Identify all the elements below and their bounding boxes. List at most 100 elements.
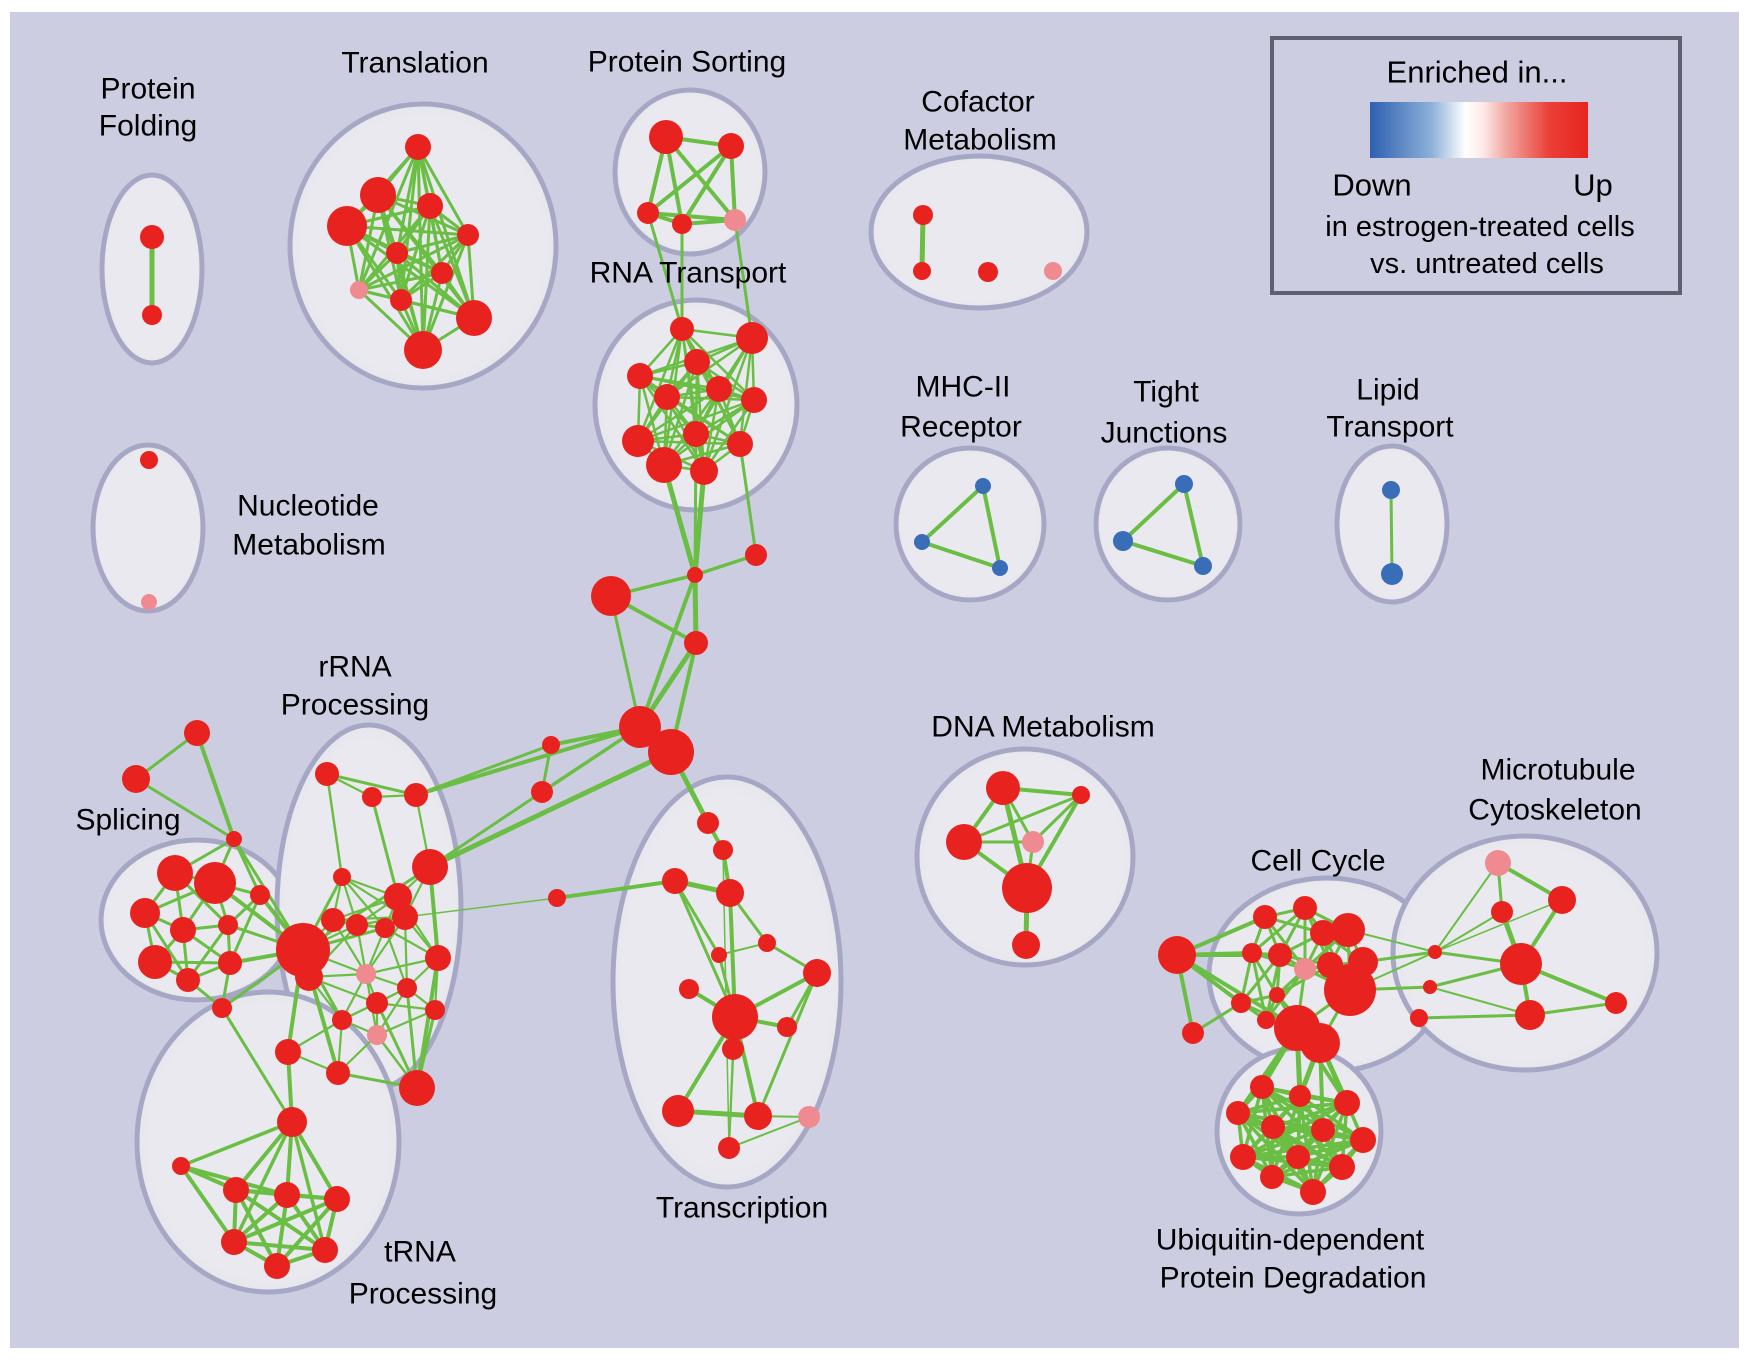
edge <box>1236 1101 1349 1115</box>
rrna-processing-node-n <box>397 978 417 998</box>
edge <box>646 144 733 215</box>
cluster-label-trna-processing: tRNA <box>384 1236 456 1269</box>
edge <box>414 725 642 797</box>
legend-subtitle-line1: in estrogen-treated cells <box>1325 211 1635 243</box>
transcription-node-x5 <box>758 934 776 952</box>
cell-cycle-node-e3 <box>1310 920 1336 946</box>
cluster-ellipse-mhc-ii-receptor <box>893 445 1047 603</box>
hub-chain-node-c0 <box>687 567 703 583</box>
edge <box>228 893 262 965</box>
hub-chain-node-T1 <box>648 729 694 775</box>
hub-chain-node-L1 <box>531 781 553 803</box>
edge <box>1434 911 1503 953</box>
legend: Enriched in... Down Up in estrogen-treat… <box>1270 36 1682 295</box>
ubiquitin-degradation-node-u1 <box>1289 1085 1311 1107</box>
transcription-node-x13 <box>798 1106 820 1128</box>
ubiquitin-degradation-node-u9 <box>1329 1154 1355 1180</box>
cluster-label-cofactor-metabolism: Metabolism <box>903 124 1056 157</box>
splicing-node-sp9 <box>212 998 232 1018</box>
cell-cycle-node-E3 <box>1300 1023 1340 1063</box>
transcription-node-x4 <box>711 947 727 963</box>
edge <box>1182 482 1205 568</box>
edge <box>693 432 698 577</box>
cluster-label-rrna-processing: rRNA <box>318 651 391 684</box>
rrna-processing-node-m <box>356 964 376 984</box>
rrna-processing-node-j <box>392 904 418 930</box>
cell-cycle-node-e1 <box>1253 905 1277 929</box>
cluster-label-ubiquitin-degradation: Ubiquitin-dependent <box>1156 1224 1425 1257</box>
edge <box>325 772 418 797</box>
edge <box>179 1164 236 1244</box>
edge <box>661 462 698 578</box>
microtubule-cytoskeleton-node-k6 <box>1410 1009 1428 1027</box>
edge <box>345 224 476 320</box>
cluster-label-tight-junctions: Tight <box>1133 376 1199 409</box>
trna-processing-node-n1 <box>274 1182 300 1208</box>
hub-chain-node-T0 <box>619 706 661 748</box>
cell-cycle-node-e10 <box>1231 993 1251 1013</box>
transcription-node-x2 <box>662 868 688 894</box>
cluster-label-microtubule-cytoskeleton: Microtubule <box>1480 754 1635 787</box>
edge <box>733 218 754 340</box>
edge <box>195 731 236 841</box>
edge <box>1389 488 1394 576</box>
cluster-ellipse-nucleotide-metabolism <box>90 442 206 614</box>
edge <box>232 1240 327 1252</box>
translation-node-t6 <box>431 262 453 284</box>
trna-processing-node-iso <box>172 1157 190 1175</box>
rrna-processing-node-a <box>315 762 339 786</box>
edge <box>134 777 236 841</box>
transcription-node-x14 <box>718 1137 740 1159</box>
rrna-processing-node-q <box>332 1010 352 1030</box>
cell-cycle-node-e14 <box>1269 987 1285 1003</box>
edge <box>232 1120 294 1244</box>
edge <box>220 1006 294 1124</box>
rrna-processing-node-v <box>275 1039 301 1065</box>
rrna-processing-node-H <box>276 923 330 977</box>
cluster-label-dna-metabolism: DNA Metabolism <box>931 711 1154 744</box>
transcription-node-x1 <box>713 840 733 860</box>
legend-up-label: Up <box>1573 168 1613 203</box>
trna-processing-node-n0 <box>223 1177 249 1203</box>
edge <box>728 1116 810 1149</box>
edge <box>370 795 400 899</box>
translation-node-t10 <box>404 331 442 369</box>
edge <box>638 374 706 473</box>
splicing-node-sp2 <box>130 898 160 928</box>
cell-cycle-node-E1 <box>1324 964 1376 1016</box>
cluster-label-trna-processing: Processing <box>349 1278 497 1311</box>
edge <box>340 875 387 930</box>
cluster-label-nucleotide-metabolism: Nucleotide <box>237 490 379 523</box>
edge <box>1270 1138 1365 1179</box>
rrna-processing-node-o <box>366 992 388 1014</box>
microtubule-cytoskeleton-node-c2 <box>1423 980 1437 994</box>
legend-subtitle-line2: vs. untreated cells <box>1370 248 1604 280</box>
edge <box>680 144 733 226</box>
edge <box>357 145 420 292</box>
cluster-label-mhc-ii-receptor: MHC-II <box>916 371 1011 404</box>
splicing-node-sp8 <box>250 885 270 905</box>
edge <box>920 540 1002 570</box>
cell-cycle-node-e4 <box>1331 913 1365 947</box>
splicing-node-g2 <box>226 831 242 847</box>
edge <box>1175 953 1299 1030</box>
rna-transport-node-r5 <box>654 384 680 410</box>
cluster-label-protein-sorting: Protein Sorting <box>588 46 786 79</box>
edge <box>1417 1013 1532 1020</box>
edge <box>664 135 737 222</box>
rrna-processing-node-c <box>404 783 428 807</box>
trna-processing-node-n2 <box>324 1186 350 1212</box>
rrna-processing-node-u <box>399 1070 435 1106</box>
edge <box>981 484 1002 570</box>
rna-transport-node-r9 <box>727 431 753 457</box>
dna-metabolism-node-d3 <box>1022 831 1044 853</box>
translation-node-t5 <box>386 242 408 264</box>
edge <box>325 772 344 879</box>
cluster-label-transcription: Transcription <box>656 1192 828 1225</box>
microtubule-cytoskeleton-node-k3 <box>1500 943 1542 985</box>
translation-node-t9 <box>456 300 492 336</box>
protein-folding-node-a <box>140 225 164 249</box>
edge <box>427 749 674 870</box>
